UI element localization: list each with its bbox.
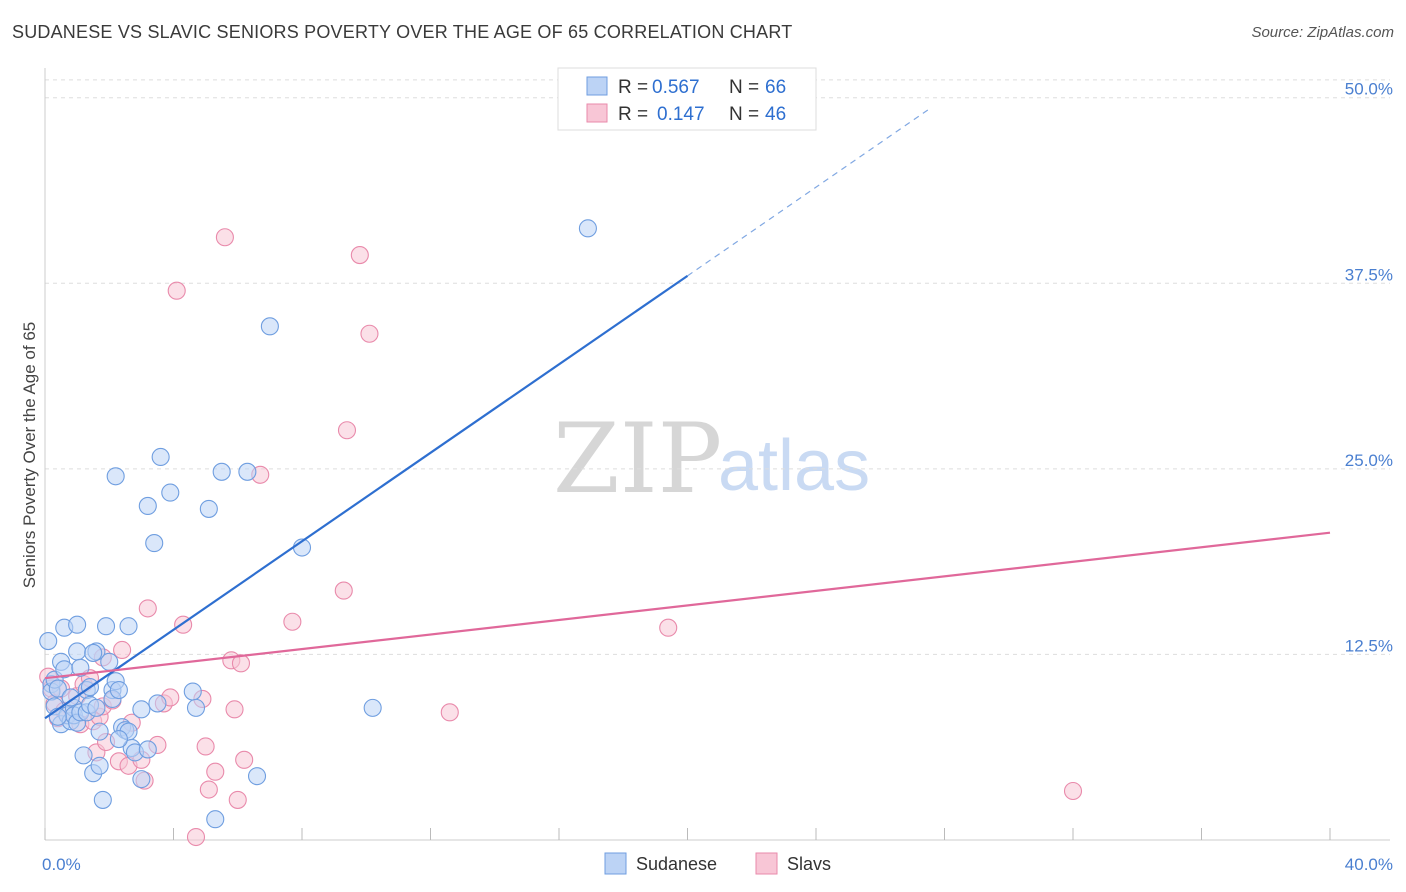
sudanese-point [109,729,128,749]
gridlines [45,79,1390,655]
sudanese-point [186,698,206,717]
stats-legend: R = 0.567 N = 66 R = 0.147 N = 46 [557,67,817,131]
y-tick-label: 25.0% [1345,451,1393,470]
legend-r-label-slavs: R = [618,104,648,125]
y-tick-label: 50.0% [1345,80,1393,99]
sudanese-point [68,615,87,634]
sudanese-point [48,679,67,698]
slavs-point [138,599,157,618]
series-sudanese-points [39,219,597,829]
sudanese-point [132,700,151,719]
slavs-point [334,581,353,600]
slavs-point [360,324,379,343]
series-legend-label-sudanese: Sudanese [636,854,717,874]
sudanese-point [71,658,90,677]
sudanese-point [96,617,116,636]
slavs-point [228,790,247,809]
trend-lines [44,109,1331,720]
sudanese-trend-extension [687,109,929,277]
y-tick-labels: 12.5% 25.0% 37.5% 50.0% [1345,80,1393,656]
sudanese-point [68,642,87,661]
slavs-point [350,246,369,265]
watermark-atlas: atlas [718,426,870,506]
sudanese-point [138,496,157,516]
sudanese-point [363,698,382,717]
sudanese-point [48,707,67,726]
sudanese-point [106,467,125,486]
series-legend-swatch-slavs [755,852,778,875]
sudanese-point [138,740,157,759]
y-tick-label: 37.5% [1345,265,1393,284]
slavs-point [206,762,225,781]
x-tick-label: 0.0% [42,855,81,874]
sudanese-point [74,746,93,765]
x-tick-labels: 0.0% 40.0% [42,855,1393,874]
sudanese-point [578,219,597,238]
slavs-point [186,827,206,847]
series-legend: Sudanese Slavs [604,852,831,875]
sudanese-point [148,694,167,713]
slavs-point [283,612,302,631]
sudanese-point [100,652,119,671]
sudanese-point [145,534,164,553]
series-slavs-points [39,228,1083,847]
sudanese-point [119,617,138,636]
sudanese-point [183,682,202,701]
sudanese-point [212,462,231,481]
x-tick-label: 40.0% [1345,855,1393,874]
legend-swatch-sudanese [586,76,608,96]
slavs-point [659,618,678,637]
slavs-point [337,421,357,440]
sudanese-point [84,643,103,662]
sudanese-point [206,810,225,829]
slavs-point [196,737,215,756]
sudanese-point [87,698,106,717]
sudanese-point [247,767,267,786]
sudanese-point [61,688,80,707]
legend-n-value-slavs: 46 [765,104,786,125]
slavs-point [231,654,251,673]
slavs-point [225,700,244,719]
legend-n-value-sudanese: 66 [765,77,786,98]
x-ticks [44,828,1331,840]
slavs-point [440,703,459,722]
axes [44,68,1390,841]
legend-swatch-slavs [586,103,608,123]
sudanese-point [90,756,109,775]
slavs-point [199,780,218,799]
sudanese-point [109,681,128,700]
legend-r-value-sudanese: 0.567 [652,77,700,98]
sudanese-point [238,462,257,481]
sudanese-point [161,483,180,502]
slavs-point [235,750,254,769]
sudanese-point [93,790,112,809]
slavs-point [1063,781,1083,801]
chart-title: SUDANESE VS SLAVIC SENIORS POVERTY OVER … [12,22,793,42]
sudanese-point [151,447,170,467]
sudanese-point [260,317,279,336]
legend-r-label-sudanese: R = [618,77,648,98]
legend-r-value-slavs: 0.147 [657,104,705,125]
chart-source: Source: ZipAtlas.com [1251,24,1394,41]
sudanese-point [90,722,109,741]
legend-n-label-slavs: N = [729,104,759,125]
sudanese-point [199,499,218,518]
slavs-point [167,281,186,300]
y-axis-label: Seniors Poverty Over the Age of 65 [20,322,39,588]
slavs-trend-line [44,531,1331,680]
series-legend-label-slavs: Slavs [787,854,831,874]
series-legend-swatch-sudanese [604,852,627,875]
sudanese-point [132,770,151,789]
legend-n-label-sudanese: N = [729,77,759,98]
watermark-zip: ZIP [553,403,722,515]
watermark: ZIP atlas [553,403,870,515]
sudanese-point [39,632,58,651]
y-tick-label: 12.5% [1345,636,1393,655]
slavs-point [215,228,234,247]
slavs-point [113,640,132,660]
sudanese-trend-line [44,274,689,720]
